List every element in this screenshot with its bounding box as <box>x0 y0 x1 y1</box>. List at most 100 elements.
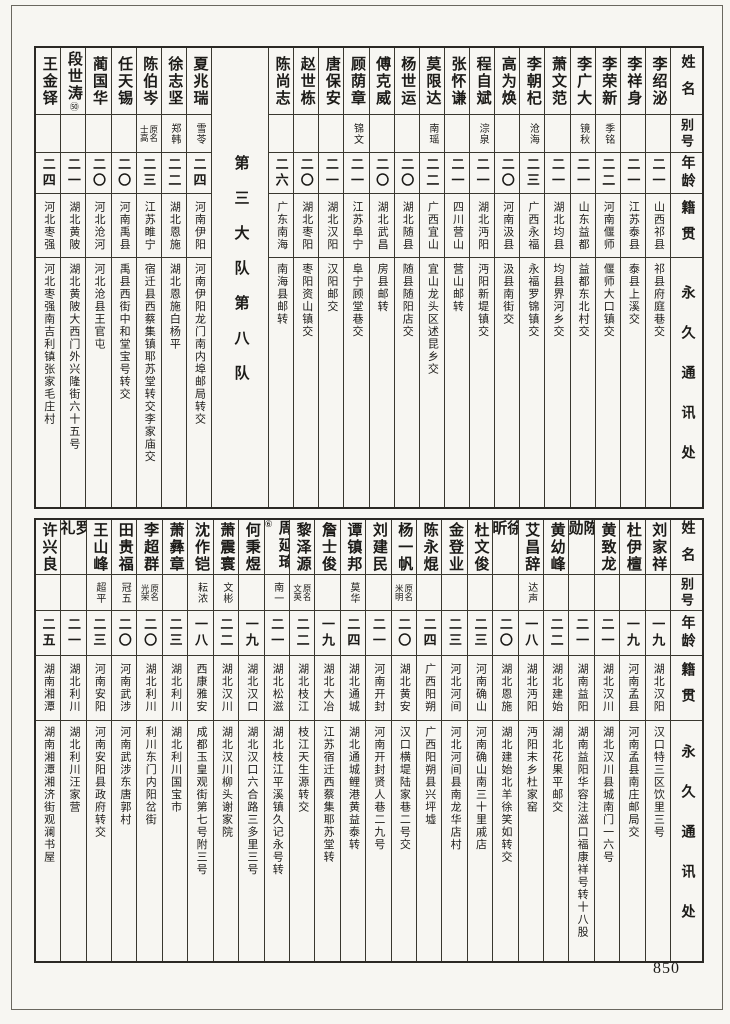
header-alias-label: 别号 <box>679 576 694 609</box>
person-age: 二一 <box>269 617 285 649</box>
person-origin: 河北河间 <box>449 663 462 713</box>
address-cell: 江苏宿迁西蔡集耶苏堂转 <box>315 721 339 961</box>
alias-cell: 原名 文英 <box>289 575 315 611</box>
header-address-cell: 永久通讯处 <box>671 258 702 507</box>
origin-cell: 湖北汉口 <box>239 656 264 721</box>
header-age-label: 年龄 <box>679 155 695 191</box>
name-cell: 黄致龙 <box>594 520 620 575</box>
person-age: 二三 <box>141 157 157 189</box>
person-origin: 河南安阳 <box>93 663 106 713</box>
name-cell: 刘建民 <box>366 520 391 575</box>
origin-cell: 广东南海 <box>269 194 294 258</box>
origin-cell: 河南安阳 <box>86 656 112 721</box>
alias-cell <box>467 575 493 611</box>
origin-cell: 山西祁县 <box>645 194 670 258</box>
origin-cell: 江苏睢宁 <box>136 194 161 258</box>
roster-column: 程自斌 淙泉 二一 湖北沔阳 沔阳新堤镇交 <box>469 48 495 507</box>
age-cell: 二一 <box>344 153 369 194</box>
person-name: 李绍泌 <box>650 55 667 107</box>
person-age: 二〇 <box>298 157 314 189</box>
roster-column: 蔺国华 二〇 河北沧河 河北沧县王官屯 <box>85 48 111 507</box>
age-cell: 二一 <box>545 153 570 194</box>
alias-cell: 沧海 <box>520 115 545 153</box>
header-alias-label: 别号 <box>679 117 694 150</box>
name-cell: 杨一帆 <box>391 520 416 575</box>
age-cell: 二一 <box>470 153 495 194</box>
person-alias: 文彬 <box>220 581 232 604</box>
person-age: 二二 <box>166 157 182 189</box>
person-address: 湖北黄陂大西门外兴隆街六十五号 <box>67 263 80 451</box>
person-name: 任天锡 <box>116 55 133 107</box>
alias-cell <box>61 115 86 153</box>
person-age: 二二 <box>218 617 234 649</box>
person-name: 谭镇邦 <box>345 521 362 573</box>
alias-cell: 原名 米明 <box>391 575 416 611</box>
person-name: 许兴良 <box>40 521 57 573</box>
person-age: 二〇 <box>499 157 515 189</box>
name-cell: 金登业 <box>442 520 467 575</box>
person-address: 河北河间县南龙华店村 <box>449 726 462 851</box>
person-name: 萧震寰 <box>218 521 235 573</box>
person-origin: 湖北汉口 <box>245 663 258 713</box>
age-cell: 二二 <box>419 153 444 194</box>
person-address: 汉阳邮交 <box>325 263 338 313</box>
name-cell: 罗礼 <box>61 520 86 575</box>
person-address: 湖北利川汪家营 <box>68 726 81 814</box>
age-cell: 二〇 <box>369 153 394 194</box>
roster-column: 杨一帆 原名 米明 二〇 湖北黄安 汉口横堤陆家巷二号交 <box>390 520 416 961</box>
address-cell: 湖北通城鲤港黄益泰转 <box>341 721 365 961</box>
person-name: 萧文范 <box>549 55 566 107</box>
person-origin: 西康雅安 <box>194 663 207 713</box>
address-cell: 河南孟县南庄邮局交 <box>620 721 644 961</box>
origin-cell: 湖北建始 <box>543 656 569 721</box>
person-age: 二〇 <box>396 617 412 649</box>
roster-column: 任天锡 二〇 河南禹县 禹县西街中和堂宝号转交 <box>110 48 136 507</box>
person-address: 河南伊阳龙门南内埠邮局转交 <box>193 263 206 426</box>
alias-prefix: 原名 <box>403 584 414 601</box>
address-cell: 河北沧县王官屯 <box>86 258 110 507</box>
roster-column: 李广大 镜秋 二一 山东益都 益都东北村交 <box>569 48 595 507</box>
address-cell: 祁县府庭巷交 <box>646 258 670 507</box>
roster-column: 顾荫章 锦文 二一 江苏阜宁 阜宁顾堂巷交 <box>343 48 369 507</box>
person-address: 枝江天生源转交 <box>296 726 309 814</box>
person-age: 二三 <box>167 617 183 649</box>
origin-cell: 河北枣强 <box>36 194 61 258</box>
address-cell: 湖北黄陂大西门外兴隆街六十五号 <box>61 258 85 507</box>
name-cell: 顾荫章 <box>344 48 369 115</box>
address-cell: 利川东门内阳岔街 <box>137 721 161 961</box>
alias-cell <box>569 575 594 611</box>
address-cell: 湖南湘潭湘济街观澜书屋 <box>36 721 60 961</box>
address-cell: 湖北汉川柳头谢家院 <box>214 721 238 961</box>
origin-cell: 湖北汉川 <box>594 656 620 721</box>
person-name: 夏兆瑞 <box>191 55 208 107</box>
name-cell: 张怀谦 <box>444 48 469 115</box>
name-cell: 李绍泌 <box>645 48 670 115</box>
person-age: 二一 <box>370 617 386 649</box>
age-cell: 二三 <box>520 153 545 194</box>
origin-cell: 广西永福 <box>520 194 545 258</box>
roster-column: 李超群 原名 光荣 二〇 湖北利川 利川东门内阳岔街 <box>136 520 162 961</box>
header-address-label: 永久通讯处 <box>679 743 695 944</box>
address-cell: 均县界河乡交 <box>545 258 569 507</box>
person-origin: 湖南湘潭 <box>42 663 55 713</box>
person-alias: 达声 <box>525 581 537 604</box>
age-cell: 二一 <box>645 153 670 194</box>
name-cell: 萧彝章 <box>162 520 188 575</box>
age-cell: 二一 <box>569 611 594 656</box>
person-origin: 山东益都 <box>577 200 590 251</box>
header-origin-cell: 籍贯 <box>671 656 702 721</box>
origin-cell: 广西阳朔 <box>416 656 442 721</box>
person-origin: 湖北武昌 <box>376 200 389 251</box>
origin-cell: 湖北黄安 <box>391 656 416 721</box>
person-age: 二一 <box>599 617 615 649</box>
person-address: 湖北恩施白杨平 <box>168 263 181 351</box>
header-alias-cell: 别号 <box>671 575 702 611</box>
origin-cell: 湖北随县 <box>394 194 419 258</box>
name-cell: 蔺国华 <box>86 48 111 115</box>
name-cell: 傅克威 <box>369 48 394 115</box>
person-origin: 四川营山 <box>451 200 464 251</box>
alias-cell: 冠五 <box>112 575 137 611</box>
person-origin: 湖南益阳 <box>576 663 589 713</box>
header-age-label: 年龄 <box>679 615 695 651</box>
person-age: 二一 <box>625 157 641 189</box>
